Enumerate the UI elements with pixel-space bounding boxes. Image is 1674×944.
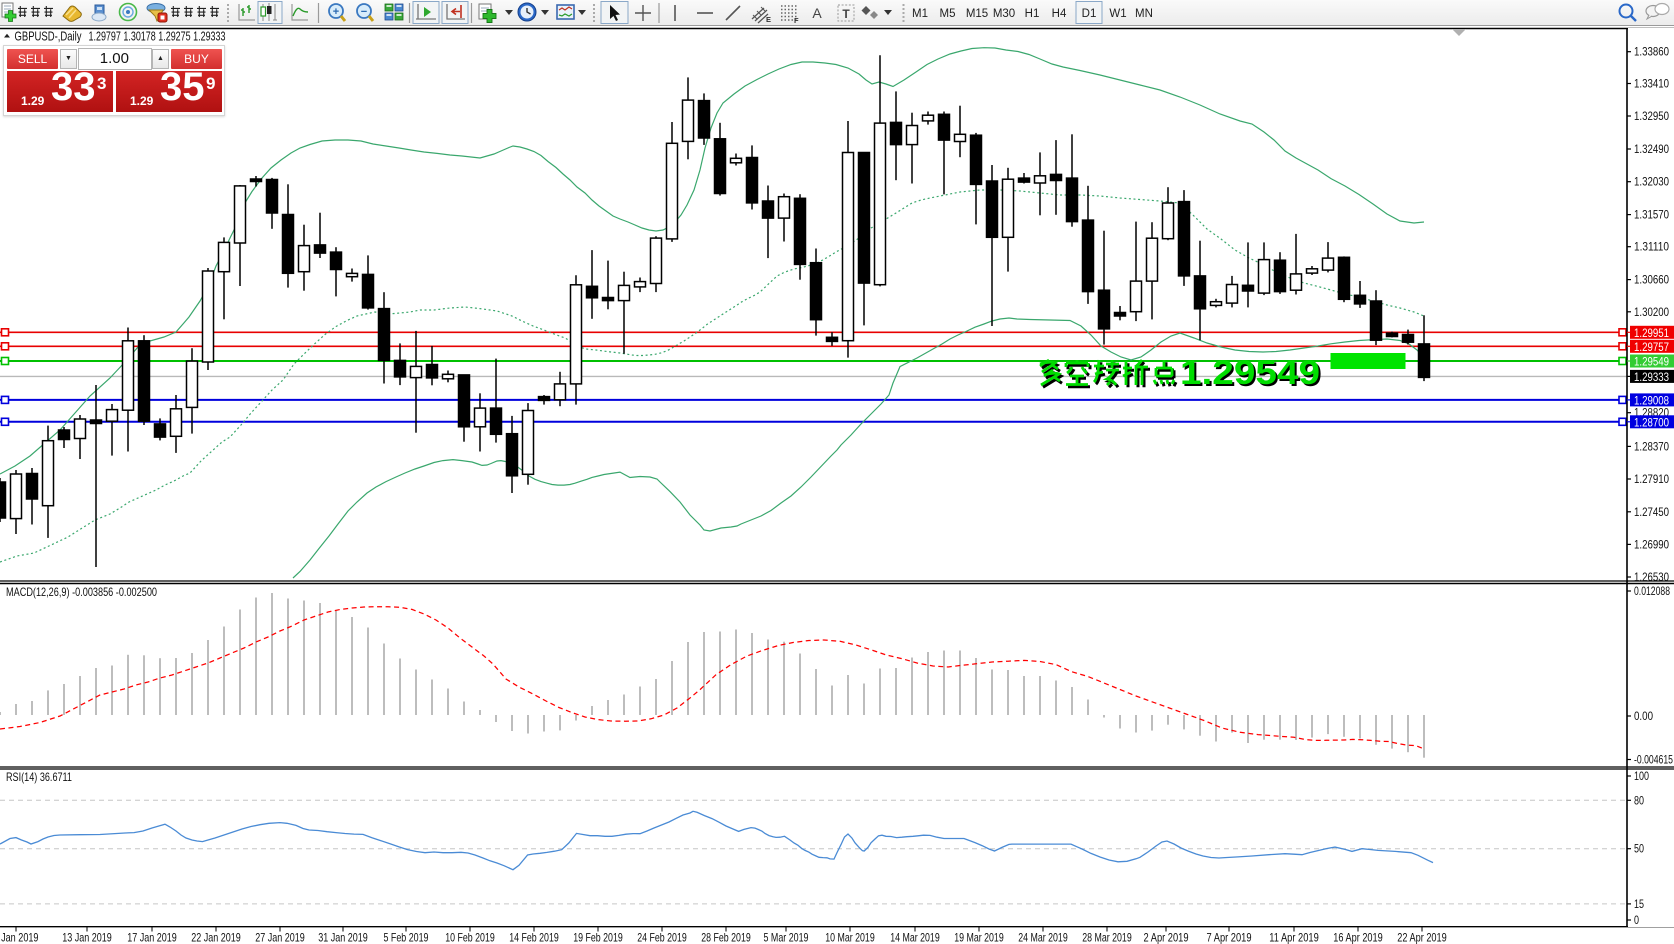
svg-text:1.29549: 1.29549 [1182, 356, 1322, 394]
svg-text:1.32490: 1.32490 [1634, 142, 1669, 156]
svg-text:1.33410: 1.33410 [1634, 77, 1669, 91]
svg-text:5 Mar 2019: 5 Mar 2019 [764, 931, 809, 944]
svg-text:0.00: 0.00 [1634, 709, 1653, 723]
svg-text:31 Jan 2019: 31 Jan 2019 [318, 931, 368, 944]
svg-text:7 Apr 2019: 7 Apr 2019 [1207, 931, 1252, 944]
svg-text:1.29008: 1.29008 [1634, 393, 1669, 407]
svg-text:1.27910: 1.27910 [1634, 472, 1669, 486]
svg-text:10 Feb 2019: 10 Feb 2019 [445, 931, 495, 944]
svg-text:5 Feb 2019: 5 Feb 2019 [384, 931, 429, 944]
svg-text:14 Mar 2019: 14 Mar 2019 [890, 931, 940, 944]
svg-text:24 Mar 2019: 24 Mar 2019 [1018, 931, 1068, 944]
svg-text:1.26990: 1.26990 [1634, 537, 1669, 551]
svg-text:1.29757: 1.29757 [1634, 340, 1669, 354]
svg-text:E: E [766, 15, 771, 24]
svg-text:MACD(12,26,9) -0.003856 -0.002: MACD(12,26,9) -0.003856 -0.002500 [6, 585, 157, 599]
svg-text:14 Feb 2019: 14 Feb 2019 [509, 931, 559, 944]
svg-text:27 Jan 2019: 27 Jan 2019 [255, 931, 305, 944]
svg-text:19 Feb 2019: 19 Feb 2019 [573, 931, 623, 944]
svg-text:M5: M5 [940, 8, 956, 20]
svg-text:1.31570: 1.31570 [1634, 208, 1669, 222]
svg-text:15: 15 [1634, 897, 1644, 911]
svg-text:M1: M1 [912, 8, 928, 20]
svg-text:28 Feb 2019: 28 Feb 2019 [701, 931, 751, 944]
svg-text:1.29797 1.30178 1.29275 1.2933: 1.29797 1.30178 1.29275 1.29333 [89, 29, 226, 44]
svg-text:A: A [812, 5, 822, 21]
svg-text:T: T [842, 7, 850, 21]
svg-text:10 Mar 2019: 10 Mar 2019 [825, 931, 875, 944]
svg-text:M15: M15 [966, 8, 988, 20]
svg-text:RSI(14) 36.6711: RSI(14) 36.6711 [6, 770, 72, 784]
svg-text:M30: M30 [993, 8, 1015, 20]
svg-text:1.31110: 1.31110 [1634, 240, 1669, 254]
svg-text:17 Jan 2019: 17 Jan 2019 [127, 931, 177, 944]
svg-text:100: 100 [1634, 769, 1649, 783]
svg-text:1.28370: 1.28370 [1634, 439, 1669, 453]
svg-text:1.33860: 1.33860 [1634, 45, 1669, 59]
svg-text:1.32950: 1.32950 [1634, 109, 1669, 123]
svg-text:0: 0 [1634, 913, 1639, 927]
svg-text:50: 50 [1634, 842, 1644, 856]
svg-text:-0.004615: -0.004615 [1634, 753, 1673, 767]
svg-text:19 Mar 2019: 19 Mar 2019 [954, 931, 1004, 944]
svg-text:GBPUSD-,Daily: GBPUSD-,Daily [15, 29, 82, 44]
svg-text:28 Mar 2019: 28 Mar 2019 [1082, 931, 1132, 944]
svg-text:16 Apr 2019: 16 Apr 2019 [1333, 931, 1383, 944]
svg-text:1.29333: 1.29333 [1634, 370, 1669, 384]
svg-text:22 Jan 2019: 22 Jan 2019 [191, 931, 241, 944]
svg-text:80: 80 [1634, 793, 1644, 807]
svg-text:8 Jan 2019: 8 Jan 2019 [0, 931, 39, 944]
svg-text:2 Apr 2019: 2 Apr 2019 [1144, 931, 1189, 944]
svg-text:H4: H4 [1052, 8, 1067, 20]
svg-text:24 Feb 2019: 24 Feb 2019 [637, 931, 687, 944]
svg-text:MN: MN [1135, 8, 1153, 20]
svg-text:1.30200: 1.30200 [1634, 305, 1669, 319]
svg-text:1.30660: 1.30660 [1634, 273, 1669, 287]
svg-text:13 Jan 2019: 13 Jan 2019 [62, 931, 112, 944]
svg-text:22 Apr 2019: 22 Apr 2019 [1397, 931, 1447, 944]
svg-text:F: F [794, 16, 799, 25]
svg-text:D1: D1 [1082, 8, 1097, 20]
svg-text:1.32030: 1.32030 [1634, 175, 1669, 189]
svg-text:1.29951: 1.29951 [1634, 326, 1669, 340]
svg-text:1.29549: 1.29549 [1634, 355, 1669, 369]
svg-text:1.28700: 1.28700 [1634, 415, 1669, 429]
svg-text:11 Apr 2019: 11 Apr 2019 [1269, 931, 1319, 944]
svg-text:+: + [333, 6, 339, 18]
svg-text:1.29549: 1.29549 [1180, 354, 1320, 392]
svg-text:0.012088: 0.012088 [1634, 584, 1670, 598]
svg-text:1.27450: 1.27450 [1634, 505, 1669, 519]
svg-text:1.26530: 1.26530 [1634, 570, 1669, 584]
svg-text:W1: W1 [1109, 8, 1126, 20]
svg-text:−: − [361, 6, 367, 18]
svg-text:H1: H1 [1025, 8, 1040, 20]
